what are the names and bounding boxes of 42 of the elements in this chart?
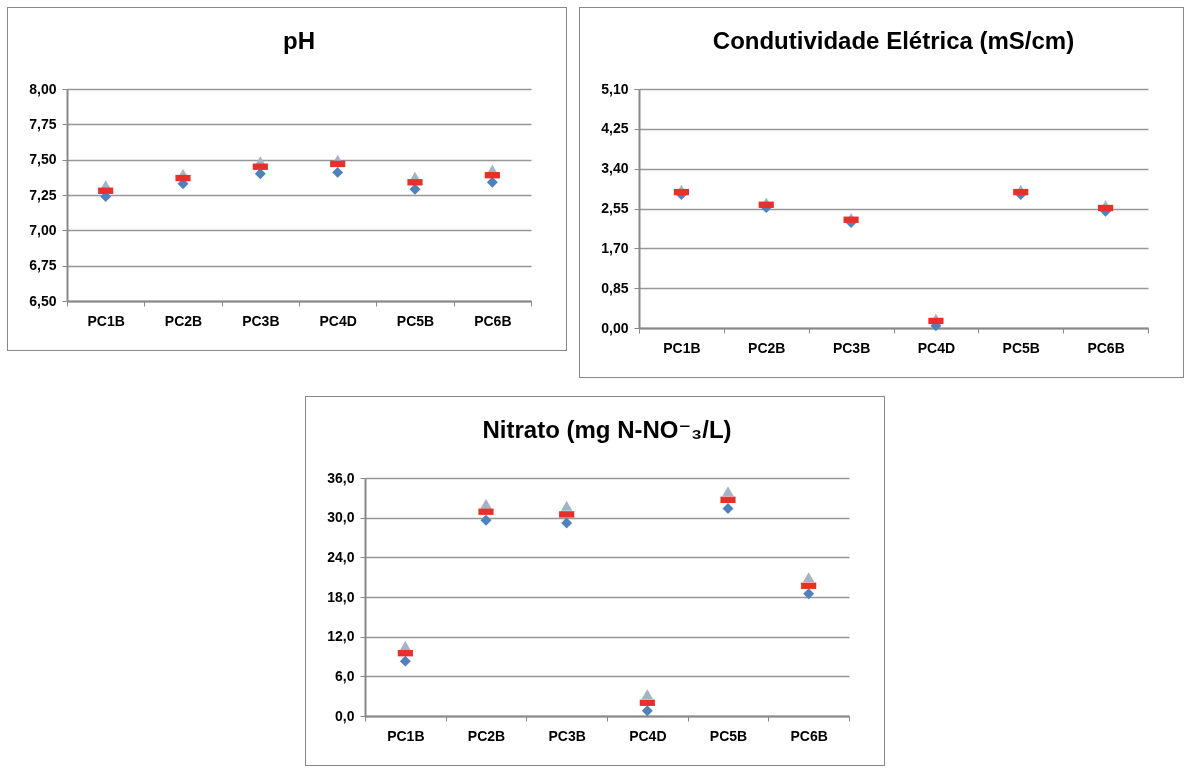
chart-title: Nitrato (mg N-NO⁻₃/L) — [482, 416, 732, 443]
x-tick-label: PC4D — [629, 727, 667, 744]
x-tick-label: PC6B — [790, 727, 828, 744]
y-tick-label: 8,00 — [29, 80, 57, 97]
y-tick-label: 18,0 — [327, 588, 355, 605]
y-tick-label: 6,0 — [335, 667, 355, 684]
y-tick-label: 30,0 — [327, 509, 355, 526]
y-tick-label: 0,00 — [601, 319, 629, 336]
y-tick-label: 5,10 — [601, 80, 629, 97]
y-tick-label: 3,40 — [601, 160, 629, 177]
y-tick-label: 1,70 — [601, 239, 629, 256]
x-tick-label: PC1B — [87, 312, 125, 329]
x-tick-label: PC2B — [164, 312, 203, 329]
y-tick-label: 24,0 — [327, 548, 355, 565]
y-tick-label: 7,00 — [29, 221, 57, 238]
x-tick-label: PC1B — [663, 339, 701, 356]
y-tick-label: 7,75 — [29, 115, 57, 132]
y-tick-label: 2,55 — [601, 200, 629, 216]
y-tick-label: 6,50 — [29, 292, 57, 309]
x-tick-label: PC2B — [748, 339, 786, 356]
y-tick-label: 12,0 — [327, 628, 355, 645]
y-tick-label: 7,25 — [29, 186, 57, 203]
y-tick-label: 0,0 — [335, 707, 355, 724]
x-tick-label: PC6B — [1087, 339, 1125, 356]
chart-title: Condutividade Elétrica (mS/cm) — [712, 27, 1075, 54]
x-tick-label: PC1B — [387, 727, 425, 744]
x-tick-label: PC5B — [396, 312, 435, 329]
y-tick-label: 0,85 — [601, 279, 629, 296]
y-tick-label: 7,50 — [29, 151, 57, 168]
y-tick-label: 6,75 — [29, 257, 57, 274]
x-tick-label: PC3B — [548, 727, 586, 744]
x-tick-label: PC2B — [467, 727, 506, 744]
chart-title: pH — [283, 27, 315, 54]
y-tick-label: 4,25 — [601, 120, 629, 137]
x-tick-label: PC5B — [1002, 339, 1040, 356]
x-tick-label: PC6B — [474, 312, 512, 329]
x-tick-label: PC3B — [832, 339, 871, 356]
x-tick-label: PC3B — [242, 312, 280, 329]
x-tick-label: PC5B — [709, 727, 748, 744]
x-tick-label: PC4D — [319, 312, 357, 329]
x-tick-label: PC4D — [917, 339, 956, 356]
y-tick-label: 36,0 — [327, 469, 355, 486]
